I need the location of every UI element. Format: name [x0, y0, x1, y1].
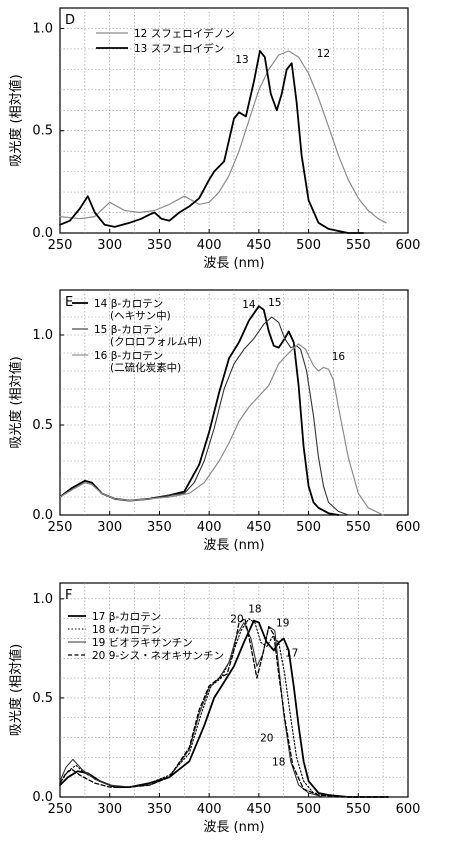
x-tick-label: 450	[246, 238, 271, 253]
x-tick-label: 550	[346, 238, 371, 253]
x-tick-label: 500	[296, 520, 321, 535]
panel-letter: D	[65, 13, 75, 28]
curve-annotation: 18	[272, 756, 285, 768]
legend-label: 15 β-カロテン	[94, 324, 163, 336]
x-tick-label: 450	[246, 520, 271, 535]
curve-annotation: 12	[317, 48, 330, 60]
legend-note: (二硫化炭素中)	[110, 361, 181, 374]
x-tick-label: 450	[246, 802, 271, 817]
panel-letter: F	[65, 588, 72, 603]
x-tick-label: 500	[296, 238, 321, 253]
legend-label: 18 α-カロテン	[92, 624, 161, 636]
curve-annotation: 17	[285, 647, 298, 659]
x-tick-label: 400	[197, 520, 222, 535]
y-axis-title: 吸光度 (相対値)	[8, 74, 24, 166]
panel-f: 250 300 350 400 450 500 550 600 0.0 0.5 1.0 波長 (nm)…	[8, 582, 421, 835]
y-tick-label: 0.0	[32, 226, 53, 241]
curve-annotation: 18	[248, 604, 261, 616]
x-tick-label: 350	[147, 802, 172, 817]
x-tick-label: 250	[48, 802, 73, 817]
legend-label: 17 β-カロテン	[92, 611, 161, 623]
legend-label: 12 スフェロイデノン	[134, 27, 235, 40]
legend-label: 14 β-カロテン	[94, 298, 163, 310]
series-line-12	[59, 50, 387, 224]
x-tick-label: 250	[48, 520, 73, 535]
x-tick-label: 300	[97, 520, 122, 535]
series-line-20	[59, 618, 389, 798]
curve-annotation: 15	[268, 297, 281, 309]
legend-note: (クロロフォルム中)	[110, 335, 202, 348]
x-tick-label: 400	[197, 238, 222, 253]
x-tick-label: 300	[97, 802, 122, 817]
y-tick-label: 1.0	[32, 21, 53, 36]
x-tick-label: 500	[296, 802, 321, 817]
x-tick-label: 350	[147, 520, 172, 535]
series-line-16	[59, 343, 384, 516]
x-tick-label: 550	[346, 802, 371, 817]
x-tick-label: 350	[147, 238, 172, 253]
curve-annotation: 20	[260, 733, 273, 745]
x-tick-label: 600	[396, 520, 421, 535]
x-axis-title: 波長 (nm)	[203, 256, 264, 271]
y-tick-label: 1.0	[32, 328, 53, 343]
x-tick-label: 550	[346, 520, 371, 535]
x-tick-label: 600	[396, 802, 421, 817]
curve-annotation: 14	[242, 299, 256, 311]
panel-letter: E	[65, 295, 73, 310]
x-tick-label: 250	[48, 238, 73, 253]
series-line-19	[59, 622, 389, 798]
panel-e: 250 300 350 400 450 500 550 600 0.0 0.5 1.0 波長 (nm)…	[8, 289, 421, 553]
legend-label: 13 スフェロイデン	[134, 42, 224, 55]
curve-annotation: 16	[332, 351, 346, 363]
legend-label: 19 ビオラキサンチン	[92, 637, 193, 649]
curve-annotation: 13	[235, 54, 248, 66]
curve-annotation: 20	[230, 614, 243, 626]
y-tick-label: 1.0	[32, 592, 53, 607]
x-tick-label: 400	[197, 802, 222, 817]
x-axis-title: 波長 (nm)	[203, 820, 264, 835]
y-tick-label: 0.5	[32, 124, 53, 139]
series-line-13	[59, 50, 365, 234]
y-axis-title: 吸光度 (相対値)	[8, 644, 24, 736]
x-tick-label: 600	[396, 238, 421, 253]
legend-label: 16 β-カロテン	[94, 350, 163, 362]
panel-d: 250 300 350 400 450 500 550 600 0.0 0.5 1.0 波長 (nm)…	[8, 7, 421, 271]
y-tick-label: 0.5	[32, 691, 53, 706]
x-tick-label: 300	[97, 238, 122, 253]
legend-note: (ヘキサン中)	[110, 309, 171, 322]
legend-label: 20 9-シス・ネオキサンチン	[92, 650, 224, 662]
y-tick-label: 0.0	[32, 508, 53, 523]
y-tick-label: 0.0	[32, 790, 53, 805]
y-axis-title: 吸光度 (相対値)	[8, 356, 24, 448]
curve-annotation: 19	[276, 618, 289, 630]
y-tick-label: 0.5	[32, 418, 53, 433]
x-axis-title: 波長 (nm)	[203, 538, 264, 553]
